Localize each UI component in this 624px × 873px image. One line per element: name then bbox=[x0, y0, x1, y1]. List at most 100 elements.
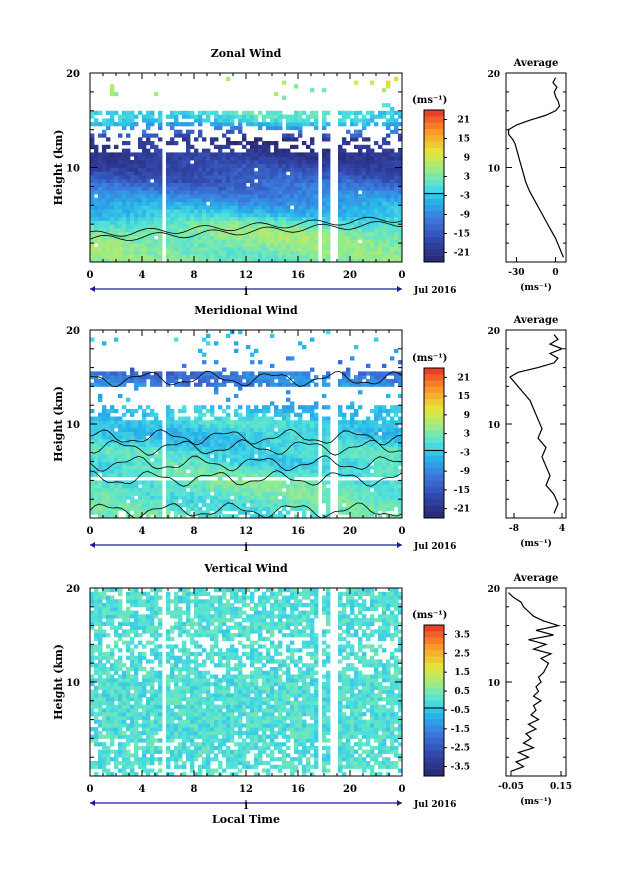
heat-cell bbox=[386, 224, 391, 229]
heat-cell bbox=[374, 171, 379, 176]
heat-cell bbox=[130, 506, 135, 511]
heat-cell bbox=[314, 401, 319, 406]
heat-cell bbox=[250, 243, 255, 248]
heat-cell bbox=[210, 409, 215, 414]
heat-cell bbox=[194, 175, 199, 180]
heat-cell bbox=[346, 480, 351, 485]
heat-cell bbox=[250, 205, 255, 210]
heat-cell bbox=[194, 220, 199, 225]
heat-cell bbox=[382, 487, 387, 493]
heat-cell bbox=[390, 224, 395, 229]
heat-cell bbox=[346, 491, 351, 496]
heat-cell bbox=[350, 205, 355, 210]
heat-cell bbox=[294, 84, 299, 89]
heat-cell bbox=[90, 446, 95, 451]
heat-cell bbox=[90, 156, 95, 161]
heat-cell bbox=[366, 446, 371, 451]
heat-cell bbox=[382, 510, 387, 515]
heat-cell bbox=[370, 167, 375, 172]
heat-cell bbox=[362, 499, 367, 504]
heat-cell bbox=[314, 156, 319, 161]
heat-cell bbox=[138, 209, 143, 214]
heat-cell bbox=[114, 182, 119, 187]
heat-cell bbox=[298, 186, 303, 191]
heat-cell bbox=[126, 503, 131, 508]
heat-cell bbox=[146, 461, 151, 466]
heat-cell bbox=[118, 250, 123, 255]
heat-cell bbox=[226, 454, 231, 459]
heat-cell bbox=[234, 156, 239, 161]
heat-cell bbox=[94, 424, 99, 429]
heat-cell bbox=[362, 228, 367, 233]
heat-cell bbox=[94, 499, 99, 504]
heat-cell bbox=[126, 216, 131, 221]
heat-cell bbox=[386, 235, 391, 240]
heat-cell bbox=[254, 175, 259, 180]
heat-cell bbox=[102, 228, 107, 233]
heat-cell bbox=[266, 480, 271, 485]
heat-cell bbox=[294, 375, 299, 380]
heat-cell bbox=[378, 235, 383, 240]
heat-cell bbox=[346, 465, 351, 470]
heat-cell bbox=[154, 144, 159, 149]
heat-cell bbox=[218, 152, 223, 157]
heat-cell bbox=[130, 503, 135, 508]
heat-cell bbox=[122, 190, 127, 195]
heat-cell bbox=[350, 159, 355, 165]
heat-cell bbox=[246, 216, 251, 221]
heat-cell bbox=[350, 446, 355, 451]
heat-cell bbox=[154, 133, 159, 138]
heat-cell bbox=[390, 163, 395, 168]
heat-cell bbox=[394, 465, 399, 470]
heat-cell bbox=[150, 201, 155, 206]
heat-cell bbox=[314, 442, 319, 447]
heat-cell bbox=[282, 405, 287, 410]
chart-title: Zonal Wind bbox=[211, 47, 282, 60]
heat-cell bbox=[378, 491, 383, 496]
heat-cell bbox=[146, 205, 151, 210]
heat-cell bbox=[146, 412, 151, 417]
heat-cell bbox=[286, 390, 291, 395]
heat-cell bbox=[274, 159, 279, 165]
heat-cell bbox=[362, 424, 367, 429]
heat-cell bbox=[282, 427, 287, 432]
heat-cell bbox=[386, 469, 391, 474]
heat-cell bbox=[158, 382, 163, 387]
heat-cell bbox=[338, 412, 343, 417]
heat-cell bbox=[190, 503, 195, 508]
heat-cell bbox=[114, 110, 119, 115]
heat-cell bbox=[174, 156, 179, 161]
heat-cell bbox=[218, 201, 223, 206]
y-tick-label: 10 bbox=[66, 164, 80, 175]
heat-cell bbox=[146, 212, 151, 218]
heat-cell bbox=[90, 420, 95, 425]
heat-cell bbox=[294, 487, 299, 493]
heat-cell bbox=[202, 337, 207, 342]
heat-cell bbox=[150, 427, 155, 432]
heat-cell bbox=[186, 246, 191, 252]
heat-cell bbox=[178, 510, 183, 515]
heat-cell bbox=[142, 409, 147, 414]
heat-cell bbox=[354, 216, 359, 221]
heat-cell bbox=[250, 424, 255, 429]
heat-cell bbox=[382, 231, 387, 236]
colorbar-unit: (ms⁻¹) bbox=[412, 95, 447, 106]
heat-cell bbox=[374, 469, 379, 474]
heat-cell bbox=[370, 163, 375, 168]
heat-cell bbox=[250, 491, 255, 496]
heat-cell bbox=[230, 235, 235, 240]
heat-cell bbox=[374, 431, 379, 436]
heat-cell bbox=[90, 375, 95, 380]
heat-cell bbox=[254, 182, 259, 187]
heat-cell bbox=[338, 224, 343, 229]
heat-cell bbox=[270, 401, 275, 406]
heat-cell bbox=[302, 461, 307, 466]
heat-cell bbox=[238, 159, 243, 165]
heat-cell bbox=[314, 375, 319, 380]
heat-cell bbox=[398, 409, 403, 414]
heat-cell bbox=[198, 457, 203, 462]
heat-cell bbox=[310, 424, 315, 429]
heat-cell bbox=[182, 163, 187, 168]
heat-cell bbox=[362, 431, 367, 436]
heat-cell bbox=[182, 110, 187, 115]
